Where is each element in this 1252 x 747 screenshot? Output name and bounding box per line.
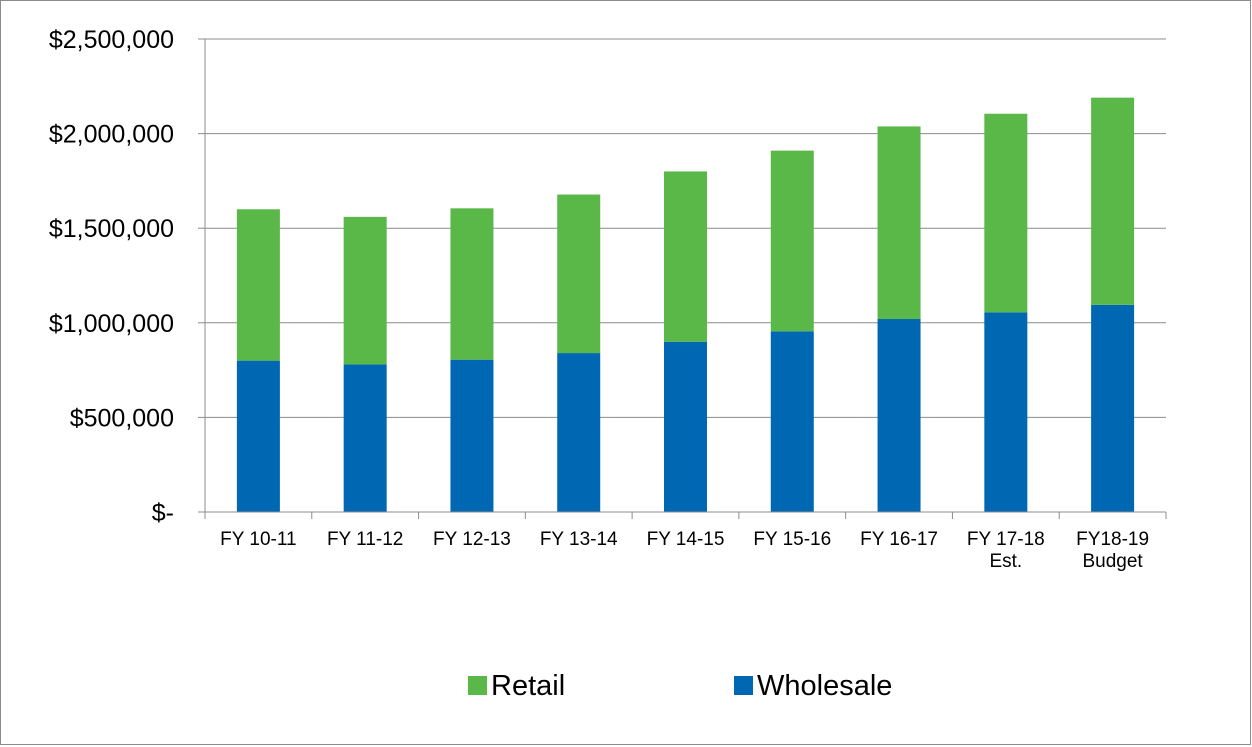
bar-retail-5: [770, 150, 814, 332]
bar-wholesale-3: [557, 353, 601, 512]
bar-retail-7: [984, 113, 1028, 313]
x-tick-label: Budget: [1082, 551, 1143, 572]
y-tick-label: $2,000,000: [49, 121, 174, 149]
bar-wholesale-4: [664, 341, 707, 512]
legend-label-retail: Retail: [491, 670, 565, 702]
legend-swatch-retail: [468, 676, 487, 695]
bar-retail-8: [1091, 97, 1135, 305]
bar-retail-0: [236, 209, 280, 361]
y-tick-label: $1,000,000: [49, 310, 174, 338]
bar-retail-3: [557, 194, 601, 354]
y-axis-tick-labels: $- $500,000 $1,000,000 $1,500,000 $2,000,000…: [49, 26, 174, 527]
legend-swatch-wholesale: [734, 676, 753, 695]
axes: [198, 38, 1167, 519]
bars: [236, 97, 1135, 512]
bar-retail-1: [343, 216, 387, 365]
x-tick-label: FY 11-12: [327, 529, 403, 550]
x-tick-label: FY 13-14: [540, 529, 618, 550]
x-tick-label: FY 12-13: [433, 529, 511, 550]
x-tick-label: Est.: [989, 551, 1022, 572]
y-tick-label: $1,500,000: [49, 215, 174, 243]
y-tick-label: $2,500,000: [49, 26, 174, 54]
x-tick-label: FY 17-18: [967, 529, 1045, 550]
y-tick-label: $-: [152, 499, 174, 527]
x-tick-label: FY18-19: [1076, 529, 1149, 550]
legend-label-wholesale: Wholesale: [757, 670, 892, 702]
bar-wholesale-2: [450, 359, 494, 512]
bar-retail-2: [450, 208, 494, 360]
x-tick-label: FY 15-16: [753, 529, 831, 550]
x-tick-label: FY 16-17: [860, 529, 938, 550]
bar-wholesale-7: [984, 312, 1028, 512]
bar-wholesale-6: [877, 319, 921, 512]
x-tick-label: FY 10-11: [220, 529, 296, 550]
y-tick-label: $500,000: [70, 404, 174, 432]
bar-wholesale-1: [343, 364, 387, 512]
bar-wholesale-0: [236, 360, 280, 512]
bar-retail-4: [664, 171, 707, 342]
x-axis-tick-labels: FY 10-11 FY 11-12 FY 12-13 FY 13-14 FY 14-15…: [220, 529, 1149, 572]
bar-wholesale-8: [1091, 304, 1135, 512]
bar-retail-6: [877, 126, 921, 320]
x-tick-label: FY 14-15: [647, 529, 725, 550]
legend: Retail Wholesale: [468, 670, 892, 702]
bar-wholesale-5: [770, 331, 814, 512]
